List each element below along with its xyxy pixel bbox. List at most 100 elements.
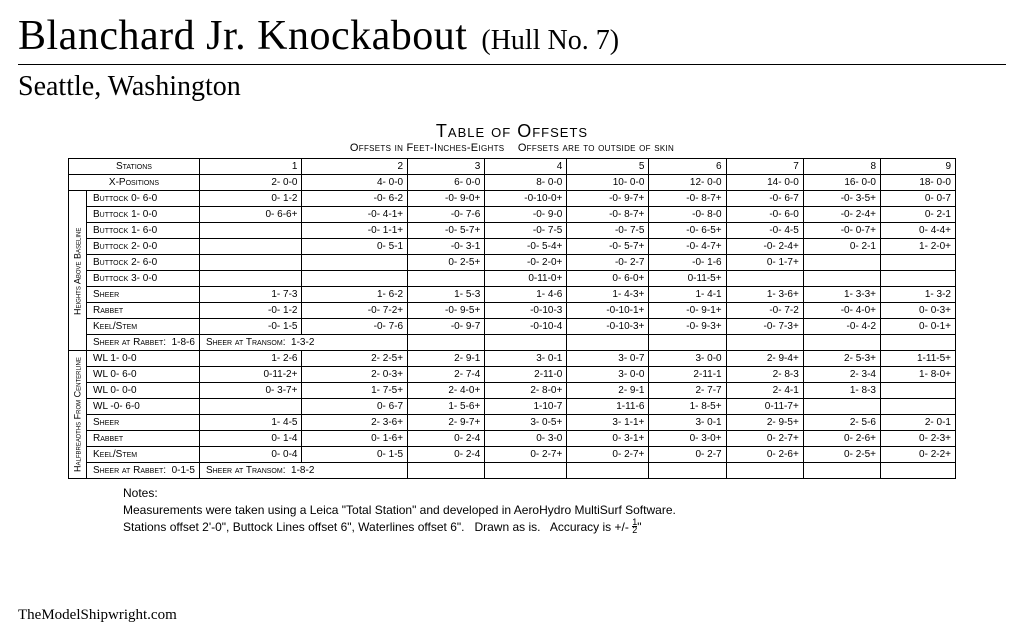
table-row: Rabbet0- 1-40- 1-6+0- 2-40- 3-00- 3-1+0-…	[69, 431, 956, 447]
footer-credit: TheModelShipwright.com	[18, 607, 177, 624]
xpos-col: 10- 0-0	[567, 175, 649, 191]
empty-cell	[485, 463, 567, 479]
offset-cell: -0- 3-1	[408, 239, 485, 255]
offset-cell: -0- 7-6	[302, 319, 408, 335]
offset-cell: 0- 5-1	[302, 239, 408, 255]
offset-cell	[199, 271, 302, 287]
offset-cell: 2- 8-0+	[485, 383, 567, 399]
empty-cell	[649, 463, 726, 479]
heights-section: Heights Above BaselineButtock 0- 6-00- 1…	[69, 191, 956, 351]
xpos-col: 4- 0-0	[302, 175, 408, 191]
offset-cell: 0- 0-1+	[881, 319, 956, 335]
empty-cell	[567, 335, 649, 351]
offset-cell: 2- 2-5+	[302, 351, 408, 367]
row-label: WL 1- 0-0	[87, 351, 200, 367]
offset-cell: 1- 3-6+	[726, 287, 803, 303]
offset-cell: -0- 3-5+	[803, 191, 880, 207]
offset-cell: 2- 4-0+	[408, 383, 485, 399]
offset-cell: 2- 8-3	[726, 367, 803, 383]
empty-cell	[881, 335, 956, 351]
offset-cell: -0- 1-1+	[302, 223, 408, 239]
offset-cell: 2- 5-6	[803, 415, 880, 431]
offset-cell: -0- 0-7+	[803, 223, 880, 239]
offset-cell: 1- 4-6	[485, 287, 567, 303]
offset-cell: -0- 8-7+	[567, 207, 649, 223]
offset-cell: -0- 9-0	[485, 207, 567, 223]
offset-cell: 0- 2-7+	[726, 431, 803, 447]
offset-cell: -0- 7-2+	[302, 303, 408, 319]
offset-cell: -0- 5-7+	[567, 239, 649, 255]
footer-cell: Sheer at Transom: 1-3-2	[199, 335, 407, 351]
xpos-col: 12- 0-0	[649, 175, 726, 191]
offset-cell: -0-10-1+	[567, 303, 649, 319]
offset-cell: 0- 4-4+	[881, 223, 956, 239]
station-col: 9	[881, 159, 956, 175]
offset-cell: 0- 3-1+	[567, 431, 649, 447]
offset-cell: -0- 6-2	[302, 191, 408, 207]
offset-cell	[881, 271, 956, 287]
notes-line1: Measurements were taken using a Leica "T…	[123, 502, 956, 519]
offset-cell: -0- 7-5	[485, 223, 567, 239]
offset-cell: -0- 4-0+	[803, 303, 880, 319]
offset-cell: 3- 1-1+	[567, 415, 649, 431]
table-row: WL 0- 6-00-11-2+2- 0-3+2- 7-42-11-03- 0-…	[69, 367, 956, 383]
offset-cell: 0- 1-6+	[302, 431, 408, 447]
offset-cell: -0- 4-7+	[649, 239, 726, 255]
offset-cell	[803, 271, 880, 287]
offset-cell: 0- 2-5+	[803, 447, 880, 463]
offset-cell: -0- 9-0+	[408, 191, 485, 207]
station-col: 1	[199, 159, 302, 175]
offset-cell: -0- 7-6	[408, 207, 485, 223]
offset-cell	[726, 271, 803, 287]
offset-cell: -0- 7-2	[726, 303, 803, 319]
offset-cell	[199, 223, 302, 239]
offset-cell: 2- 9-4+	[726, 351, 803, 367]
offset-cell: -0- 5-7+	[408, 223, 485, 239]
offset-cell: -0- 5-4+	[485, 239, 567, 255]
offset-cell: 2- 3-6+	[302, 415, 408, 431]
section-footer-row: Sheer at Rabbet: 1-8-6Sheer at Transom: …	[69, 335, 956, 351]
row-label: Rabbet	[87, 303, 200, 319]
offset-cell: -0- 4-2	[803, 319, 880, 335]
table-row: Sheer1- 4-52- 3-6+2- 9-7+3- 0-5+3- 1-1+3…	[69, 415, 956, 431]
offset-cell: 0- 2-6+	[726, 447, 803, 463]
offset-cell: 3- 0-7	[567, 351, 649, 367]
station-col: 8	[803, 159, 880, 175]
offset-cell: -0- 2-0+	[485, 255, 567, 271]
offset-cell	[803, 399, 880, 415]
offset-cell: 0- 0-3+	[881, 303, 956, 319]
empty-cell	[408, 463, 485, 479]
offset-cell	[881, 255, 956, 271]
offset-cell: 2- 5-3+	[803, 351, 880, 367]
xpos-col: 16- 0-0	[803, 175, 880, 191]
offset-cell: 2- 9-5+	[726, 415, 803, 431]
offset-cell: 0- 6-0+	[567, 271, 649, 287]
offset-cell: -0-10-4	[485, 319, 567, 335]
xpos-col: 18- 0-0	[881, 175, 956, 191]
station-col: 4	[485, 159, 567, 175]
footer-cell: Sheer at Rabbet: 0-1-5	[87, 463, 200, 479]
offset-cell: 1- 6-2	[302, 287, 408, 303]
empty-cell	[803, 335, 880, 351]
xpos-col: 2- 0-0	[199, 175, 302, 191]
offset-cell: 0- 3-0	[485, 431, 567, 447]
table-row: Keel/Stem-0- 1-5-0- 7-6-0- 9-7-0-10-4-0-…	[69, 319, 956, 335]
row-label: WL 0- 6-0	[87, 367, 200, 383]
offset-cell: 2- 3-4	[803, 367, 880, 383]
offset-cell: 0- 1-2	[199, 191, 302, 207]
offset-cell: 1- 8-5+	[649, 399, 726, 415]
empty-cell	[881, 463, 956, 479]
offset-cell: 0- 1-7+	[726, 255, 803, 271]
offset-cell: 0- 6-6+	[199, 207, 302, 223]
xpos-col: 8- 0-0	[485, 175, 567, 191]
offset-cell: 1- 8-0+	[881, 367, 956, 383]
offset-cell: 2- 7-7	[649, 383, 726, 399]
offset-cell	[199, 255, 302, 271]
offset-cell: 0- 3-7+	[199, 383, 302, 399]
offset-cell: -0- 1-5	[199, 319, 302, 335]
offset-cell: -0-10-3	[485, 303, 567, 319]
offset-cell: 0- 2-3+	[881, 431, 956, 447]
offset-cell: -0- 9-1+	[649, 303, 726, 319]
table-row: Buttock 1- 6-0-0- 1-1+-0- 5-7+-0- 7-5-0-…	[69, 223, 956, 239]
stations-label: Stations	[69, 159, 200, 175]
